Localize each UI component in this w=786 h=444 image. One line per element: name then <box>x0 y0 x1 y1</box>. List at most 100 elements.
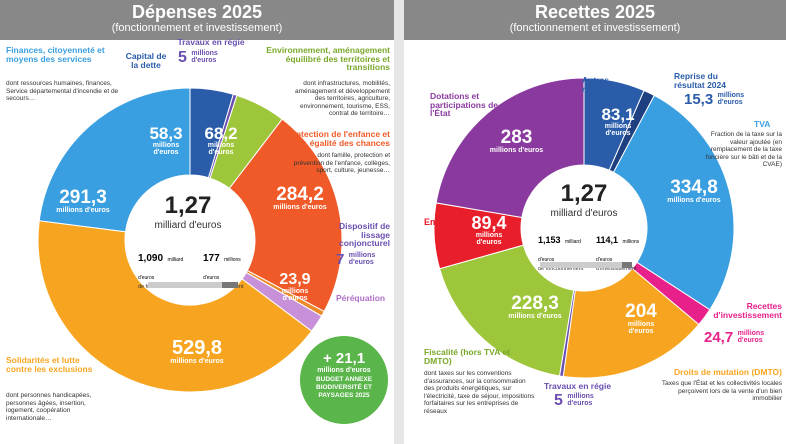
recettes-fonct: 1,153 milliard d'euros de fonctionnement <box>538 230 593 272</box>
recettes-panel: Recettes 2025 (fonctionnement et investi… <box>404 0 786 444</box>
depenses-split-bar <box>148 282 238 288</box>
fiscalite-unit: millions d'euros <box>508 313 562 320</box>
recettes-header: Recettes 2025 (fonctionnement et investi… <box>404 0 786 40</box>
tva-unit: millions d'euros <box>667 197 721 204</box>
dispositif-value-label: 7 millions d'euros <box>336 252 385 268</box>
reprise-title: Reprise du résultat 2024 <box>674 71 726 90</box>
protection-value: 284,2 <box>276 184 324 205</box>
depenses-title: Dépenses 2025 <box>131 2 263 22</box>
recettes-inv-value-label: 24,7 millions d'euros <box>704 330 774 346</box>
droits-value: 204 <box>625 301 657 322</box>
recettes-split-bar <box>540 262 632 268</box>
reprise-value-label: 15,3 millions d'euros <box>684 92 754 108</box>
solidarites-desc: dont personnes handicapées, personnes âg… <box>6 392 92 422</box>
annex-value: + 21,1 <box>322 350 366 367</box>
recettes-inv: 114,1 millions d'euros d'investissement <box>596 230 648 272</box>
autres-value-label: 83,1 millions d'euros <box>592 106 644 137</box>
perequation-unit: millions d'euros <box>281 288 309 302</box>
depenses-fonct-value: 1,090 <box>138 253 164 264</box>
dotations-unit: millions d'euros <box>489 147 544 154</box>
depenses-center: 1,27 milliard d'euros <box>133 192 243 231</box>
autres-value: 83,1 <box>601 105 635 124</box>
solidarites-value: 529,8 <box>171 337 223 359</box>
finances-value: 291,3 <box>59 187 107 208</box>
finances-title: Finances, citoyenneté et moyens des serv… <box>6 45 105 64</box>
annex-unit: millions d'euros <box>317 367 371 374</box>
protection-desc: dont famille, protection et prévention d… <box>293 152 390 174</box>
tva-title: TVA <box>754 119 771 129</box>
recettes-center: 1,27 milliard d'euros <box>529 180 639 219</box>
perequation-value: 23,9 <box>279 271 311 288</box>
env-unit: millions d'euros <box>207 142 235 156</box>
depenses-center-hole <box>127 177 253 303</box>
dispositif-title: Dispositif de lissage conjoncturel <box>338 221 390 248</box>
solidarites-value-label: 529,8 millions d'euros <box>162 338 232 365</box>
depenses-panel: Dépenses 2025 (fonctionnement et investi… <box>0 0 394 424</box>
recettes-subtitle: (fonctionnement et investissement) <box>509 22 681 34</box>
droits-title: Droits de mutation (DMTO) <box>674 367 782 377</box>
capital-value: 58,3 <box>149 124 183 143</box>
recettes-split-bar-investissement <box>622 262 632 268</box>
protection-value-label: 284,2 millions d'euros <box>270 185 330 211</box>
reprise-value: 15,3 <box>684 91 714 108</box>
solidarites-title: Solidarités et lutte contre les exclusio… <box>6 355 93 374</box>
autres-title: Autres recettes <box>582 75 615 94</box>
annex-badge: + 21,1 millions d'euros BUDGET ANNEXE BI… <box>300 336 388 424</box>
capital-title: Capital de la dette <box>125 51 167 70</box>
fiscalite-value-label: 228,3 millions d'euros <box>504 294 566 320</box>
protection-unit: millions d'euros <box>273 204 327 211</box>
capital-value-label: 58,3 millions d'euros <box>141 125 191 156</box>
dotations-value: 283 <box>500 127 533 148</box>
depenses-header: Dépenses 2025 (fonctionnement et investi… <box>0 0 394 40</box>
depenses-subtitle: (fonctionnement et investissement) <box>111 22 283 34</box>
finances-desc: dont ressources humaines, finances, Serv… <box>6 80 119 102</box>
recettes-inv-unit: millions d'euros <box>737 330 765 344</box>
solidarites-unit: millions d'euros <box>170 358 224 365</box>
travaux-unit: millions d'euros <box>191 50 218 64</box>
recettes-fonct-unit: milliard d'euros <box>538 239 581 263</box>
depenses-inv-unit: millions d'euros <box>203 257 241 281</box>
autres-unit: millions d'euros <box>604 123 632 137</box>
travaux-recettes-value: 5 <box>554 392 563 409</box>
depenses-slice-6 <box>37 220 313 393</box>
emprunt-value: 89,4 <box>471 213 507 233</box>
depenses-split-bar-investissement <box>222 282 238 288</box>
recettes-inv-title: Recettes d'investissement <box>713 301 782 320</box>
dotations-title: Dotations et participations de l'État <box>430 91 499 118</box>
dispositif-value: 7 <box>336 251 345 268</box>
protection-title: Protection de l'enfance et égalité des c… <box>286 129 390 148</box>
recettes-inv-label: d'investissement <box>596 266 637 272</box>
annex-label: BUDGET ANNEXE BIODIVERSITÉ ET PAYSAGES 2… <box>315 376 373 399</box>
recettes-title: Recettes 2025 <box>534 2 656 22</box>
depenses-slice-7 <box>38 87 191 233</box>
dispositif-unit: millions d'euros <box>348 252 376 266</box>
travaux-value: 5 <box>178 49 187 66</box>
recettes-total-value: 1,27 <box>560 180 608 207</box>
recettes-inv-unit: millions d'euros <box>596 239 640 263</box>
env-desc: dont infrastructures, mobilités, aménage… <box>294 80 390 117</box>
recettes-slice-8 <box>435 77 585 219</box>
recettes-donut-chart <box>433 77 735 379</box>
panel-divider <box>394 0 404 444</box>
recettes-fonct-value: 1,153 <box>538 235 561 245</box>
capital-unit: millions d'euros <box>152 142 180 156</box>
fiscalite-value: 228,3 <box>511 293 559 314</box>
tva-desc: Fraction de la taxe sur la valeur ajouté… <box>705 131 782 168</box>
travaux-recettes-value-label: 5 millions d'euros <box>554 393 603 409</box>
tva-value-label: 334,8 millions d'euros <box>662 178 726 204</box>
recettes-fonct-label: de fonctionnement <box>538 266 584 272</box>
emprunt-title: Emprunt <box>424 217 461 227</box>
recettes-slice-2 <box>612 94 735 311</box>
recettes-slice-6 <box>439 244 575 377</box>
recettes-total-unit: milliard d'euros <box>550 208 618 219</box>
depenses-fonct-unit: milliard d'euros <box>138 257 184 281</box>
depenses-total-value: 1,27 <box>164 192 212 219</box>
reprise-unit: millions d'euros <box>717 92 745 106</box>
emprunt-value-label: 89,4 millions d'euros <box>464 214 514 246</box>
perequation-title: Péréquation <box>336 293 386 303</box>
env-title: Environnement, aménagement équilibré des… <box>266 45 390 72</box>
finances-unit: millions d'euros <box>56 207 110 214</box>
emprunt-unit: millions d'euros <box>475 232 503 246</box>
depenses-donut-chart <box>37 87 343 393</box>
env-value-label: 68,2 millions d'euros <box>195 125 247 156</box>
